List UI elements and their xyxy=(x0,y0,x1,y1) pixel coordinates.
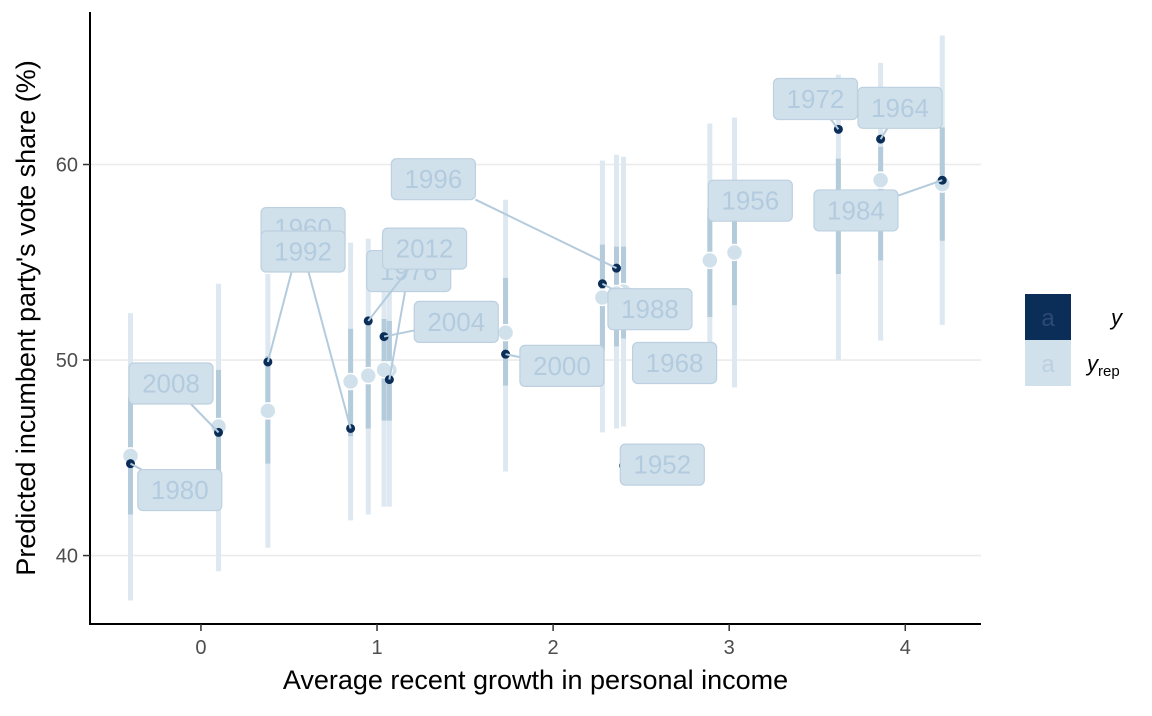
predicted-point-1968 xyxy=(701,251,719,270)
label-text-2000: 2000 xyxy=(533,351,591,381)
label-leader-1996 xyxy=(474,198,617,270)
legend-key-glyph-y: a xyxy=(1041,305,1055,332)
legend-key-y xyxy=(1025,294,1071,340)
label-leader-1988 xyxy=(601,282,613,290)
label-leader-2004 xyxy=(383,329,415,338)
label-text-1988: 1988 xyxy=(621,294,679,324)
year-labels: 1952195619601964196819721976198019841988… xyxy=(128,77,943,512)
x-tick-label-0: 0 xyxy=(195,637,206,659)
label-leader-1964 xyxy=(879,127,889,140)
legend-label-subscript-yrep: rep xyxy=(1098,363,1120,380)
legend-key-yrep xyxy=(1025,340,1071,386)
predicted-point-2000 xyxy=(496,323,515,342)
y-axis-title: Predicted incumbent party's vote share (… xyxy=(11,60,41,575)
label-box-1952 xyxy=(619,443,705,486)
legend-key-glyph-yrep: a xyxy=(1041,351,1055,378)
label-box-1956 xyxy=(707,179,793,222)
predicted-point-2012 xyxy=(359,366,377,385)
y-tick-label-40: 40 xyxy=(56,546,78,568)
label-text-1996: 1996 xyxy=(404,164,462,194)
label-leader-1980 xyxy=(130,462,142,471)
label-box-1968 xyxy=(632,341,718,385)
label-text-1972: 1972 xyxy=(787,84,845,114)
legend-label-y: y xyxy=(1109,305,1124,330)
label-text-2012: 2012 xyxy=(396,234,454,264)
label-text-2008: 2008 xyxy=(142,369,200,399)
label-box-1992 xyxy=(260,230,346,273)
x-tick-label-3: 3 xyxy=(724,637,735,659)
interval-bars xyxy=(128,35,945,601)
label-box-1988 xyxy=(607,288,693,331)
x-tick-label-1: 1 xyxy=(371,637,382,659)
label-text-1968: 1968 xyxy=(646,348,704,378)
label-text-1984: 1984 xyxy=(827,195,885,225)
legend: a y a yrep xyxy=(1025,294,1124,386)
observed-points xyxy=(126,124,947,471)
label-box-2004 xyxy=(413,300,499,344)
label-text-1956: 1956 xyxy=(721,186,779,216)
label-text-2004: 2004 xyxy=(427,307,485,337)
x-axis-title: Average recent growth in personal income xyxy=(283,665,788,695)
legend-label-yrep: yrep xyxy=(1085,351,1120,380)
predicted-point-1956 xyxy=(725,243,744,262)
y-tick-label-50: 50 xyxy=(56,350,78,372)
label-text-1952: 1952 xyxy=(633,450,691,480)
x-tick-label-2: 2 xyxy=(548,637,559,659)
label-leader-2008 xyxy=(190,403,220,434)
label-box-1972 xyxy=(772,77,859,121)
label-text-1992: 1992 xyxy=(274,237,332,267)
label-box-1984 xyxy=(813,189,899,232)
label-leader-2012 xyxy=(367,268,410,322)
label-leader-1976 xyxy=(388,291,407,380)
predicted-point-1992 xyxy=(341,372,360,391)
label-box-1980 xyxy=(137,468,223,512)
label-box-2000 xyxy=(519,344,605,388)
y-tick-label-60: 60 xyxy=(56,155,78,177)
label-box-2012 xyxy=(381,227,468,270)
axes: 0 1 2 3 4 40 50 60 Average recent growth in pers… xyxy=(11,12,981,695)
label-box-2008 xyxy=(128,362,214,405)
label-leader-1972 xyxy=(830,118,840,130)
label-leader-1984 xyxy=(897,179,943,197)
predicted-point-1960 xyxy=(259,402,277,420)
x-tick-label-4: 4 xyxy=(900,637,911,659)
predicted-point-1964 xyxy=(871,171,890,189)
label-leader-1992 xyxy=(307,271,352,429)
label-text-1980: 1980 xyxy=(151,475,209,505)
label-box-1996 xyxy=(390,158,476,201)
label-leader-2000 xyxy=(505,353,521,359)
label-text-1964: 1964 xyxy=(871,93,929,123)
